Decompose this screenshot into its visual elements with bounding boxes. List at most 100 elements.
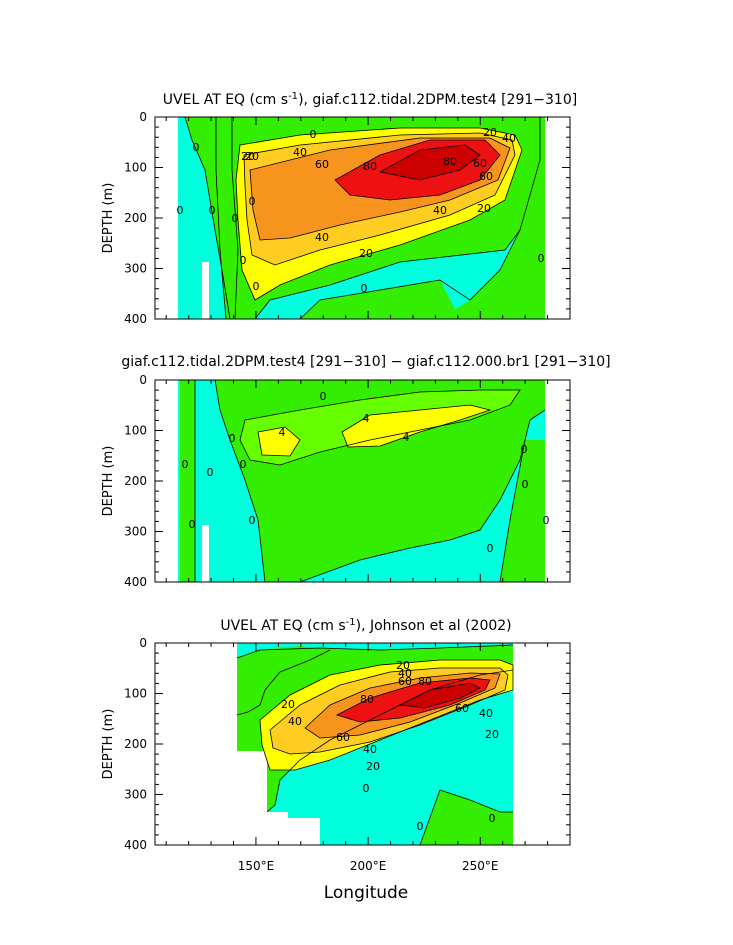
svg-text:0: 0: [189, 518, 196, 531]
svg-text:0: 0: [320, 390, 327, 403]
svg-text:80: 80: [363, 160, 377, 173]
svg-text:80: 80: [418, 675, 432, 688]
svg-text:0: 0: [182, 458, 189, 471]
svg-text:80: 80: [360, 693, 374, 706]
svg-text:20: 20: [366, 760, 380, 773]
panel-1-ylabel: DEPTH (m): [101, 183, 116, 254]
svg-text:20: 20: [396, 659, 410, 672]
panel-3-xtick-labels: 150°E 200°E 250°E: [238, 859, 499, 873]
svg-text:0: 0: [489, 812, 496, 825]
y-tick-label: 0: [139, 110, 147, 124]
y-tick-label: 300: [124, 262, 147, 276]
svg-text:40: 40: [363, 743, 377, 756]
y-tick-label: 100: [124, 687, 147, 701]
x-tick-label: 200°E: [350, 859, 387, 873]
svg-text:80: 80: [443, 155, 457, 168]
svg-text:0: 0: [487, 542, 494, 555]
svg-text:0: 0: [229, 432, 236, 445]
svg-text:40: 40: [502, 132, 516, 145]
y-tick-label: 0: [139, 636, 147, 650]
svg-text:0: 0: [361, 282, 368, 295]
svg-text:0: 0: [538, 252, 545, 265]
xaxis-label: Longitude: [324, 883, 409, 903]
panel-2-fill-0a: [180, 380, 195, 582]
svg-text:0: 0: [253, 280, 260, 293]
x-tick-label: 150°E: [238, 859, 275, 873]
svg-text:0: 0: [417, 820, 424, 833]
panel-3-fill-0c: [420, 790, 513, 845]
svg-text:4: 4: [363, 412, 370, 425]
svg-text:0: 0: [240, 254, 247, 267]
panel-3-contour-labels: 20 40 60 80 20 40 60 80 60 40 20 40 20 0…: [281, 659, 499, 833]
svg-text:40: 40: [293, 146, 307, 159]
panel-3-ylabel: DEPTH (m): [101, 709, 116, 780]
svg-text:20: 20: [477, 202, 491, 215]
svg-text:0: 0: [249, 514, 256, 527]
panel-3-fill-100: [400, 683, 480, 708]
y-tick-label: 200: [124, 474, 147, 488]
svg-text:60: 60: [315, 158, 329, 171]
svg-text:0: 0: [543, 514, 550, 527]
svg-text:40: 40: [288, 715, 302, 728]
svg-text:0: 0: [363, 782, 370, 795]
panel-2-fill-0c: [500, 440, 545, 582]
svg-text:60: 60: [479, 170, 493, 183]
svg-text:0: 0: [232, 212, 239, 225]
y-tick-label: 400: [124, 838, 147, 852]
panel-3-field: 20 40 60 80 20 40 60 80 60 40 20 40 20 0…: [236, 643, 514, 845]
panel-2-title: giaf.c112.tidal.2DPM.test4 [291−310] − g…: [121, 354, 610, 370]
y-tick-label: 400: [124, 312, 147, 326]
y-tick-label: 0: [139, 373, 147, 387]
svg-text:20: 20: [241, 150, 255, 163]
panel-1: UVEL AT EQ (cm s-1), giaf.c112.tidal.2DP…: [101, 91, 577, 326]
panel-2-ylabel: DEPTH (m): [101, 446, 116, 517]
svg-text:0: 0: [521, 443, 528, 456]
svg-text:60: 60: [336, 731, 350, 744]
x-tick-label: 250°E: [462, 859, 499, 873]
svg-text:60: 60: [473, 157, 487, 170]
svg-text:40: 40: [315, 231, 329, 244]
svg-text:4: 4: [403, 431, 410, 444]
panel-3-title: UVEL AT EQ (cm s-1), Johnson et al (2002…: [220, 617, 511, 634]
y-tick-label: 300: [124, 788, 147, 802]
panel-1-fill-0d: [300, 280, 460, 319]
panel-2: giaf.c112.tidal.2DPM.test4 [291−310] − g…: [101, 354, 611, 589]
panel-1-contour-labels: 0 20 40 20 40 60 80 60 80 60 40 20 40 20…: [177, 126, 545, 295]
svg-text:20: 20: [245, 150, 259, 163]
panel-1-title: UVEL AT EQ (cm s-1), giaf.c112.tidal.2DP…: [163, 91, 577, 108]
y-tick-label: 100: [124, 161, 147, 175]
panel-1-field: 0 20 40 20 40 60 80 60 80 60 40 20 40 20…: [177, 117, 545, 319]
panel-2-contours: [194, 380, 546, 582]
y-tick-label: 200: [124, 737, 147, 751]
panel-2-fill-8b: [342, 405, 490, 447]
panel-2-contour-labels: 4 4 4 0 0 0 0 0 0 0 0 0 0 0: [182, 390, 550, 555]
y-tick-label: 100: [124, 424, 147, 438]
y-tick-label: 200: [124, 211, 147, 225]
svg-text:60: 60: [398, 675, 412, 688]
panel-1-fill-0b: [216, 117, 238, 319]
svg-text:40: 40: [479, 707, 493, 720]
panel-1-contours: [184, 117, 541, 319]
panel-2-fill-8a: [258, 427, 300, 456]
panel-1-mask: [202, 262, 209, 319]
panel-2-mask: [202, 525, 209, 582]
svg-text:0: 0: [310, 128, 317, 141]
svg-text:0: 0: [522, 478, 529, 491]
svg-text:0: 0: [240, 458, 247, 471]
svg-text:0: 0: [207, 466, 214, 479]
panel-3-contours: [236, 644, 514, 845]
svg-text:0: 0: [209, 204, 216, 217]
svg-text:0: 0: [177, 204, 184, 217]
y-tick-label: 400: [124, 575, 147, 589]
svg-text:20: 20: [485, 728, 499, 741]
svg-text:40: 40: [433, 204, 447, 217]
panel-3: UVEL AT EQ (cm s-1), Johnson et al (2002…: [101, 617, 571, 903]
svg-text:60: 60: [455, 702, 469, 715]
svg-text:4: 4: [279, 426, 286, 439]
y-tick-label: 300: [124, 525, 147, 539]
svg-text:20: 20: [359, 247, 373, 260]
svg-text:20: 20: [483, 126, 497, 139]
